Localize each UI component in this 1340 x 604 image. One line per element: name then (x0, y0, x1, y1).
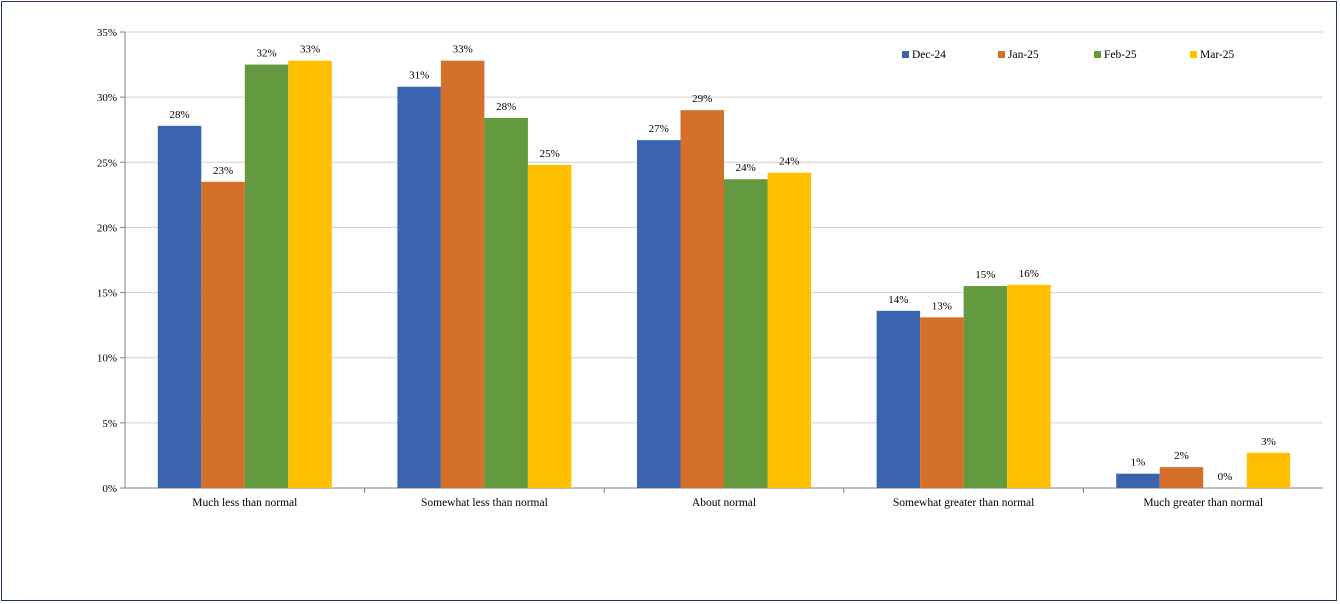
data-label: 28% (496, 101, 516, 113)
data-label: 27% (649, 123, 669, 135)
data-label: 23% (213, 165, 233, 177)
bar (1007, 284, 1051, 488)
data-label: 1% (1131, 457, 1146, 469)
data-label: 33% (300, 44, 320, 56)
bar (440, 60, 485, 489)
legend-swatch (998, 51, 1005, 58)
legend-label: Mar-25 (1200, 49, 1235, 61)
y-tick-label: 15% (97, 288, 117, 300)
bar (201, 181, 245, 489)
x-category-label: Somewhat less than normal (421, 497, 548, 509)
y-tick-label: 25% (97, 157, 117, 169)
y-tick-label: 30% (97, 92, 117, 104)
bar (963, 286, 1008, 488)
bar (767, 172, 811, 489)
y-tick-label: 5% (102, 418, 117, 430)
bar (1246, 452, 1291, 488)
data-label: 32% (256, 48, 276, 60)
y-tick-label: 20% (97, 222, 117, 234)
x-category-label: About normal (692, 497, 756, 509)
y-tick-label: 10% (97, 353, 117, 365)
x-category-label: Much less than normal (192, 497, 297, 509)
data-label: 3% (1261, 436, 1276, 448)
x-category-label: Much greater than normal (1143, 497, 1263, 509)
bar (1159, 467, 1204, 488)
bar (397, 86, 441, 488)
data-label: 24% (779, 156, 799, 168)
data-label: 25% (540, 148, 560, 160)
legend-swatch (902, 51, 909, 58)
y-tick-label: 35% (97, 27, 117, 39)
legend-label: Jan-25 (1008, 49, 1039, 61)
y-tick-label: 0% (102, 483, 117, 495)
data-label: 29% (692, 93, 712, 105)
bar (1116, 473, 1160, 488)
legend-swatch (1094, 51, 1101, 58)
data-label: 33% (453, 44, 473, 56)
legend-swatch (1190, 51, 1197, 58)
data-label: 15% (975, 269, 995, 281)
data-label: 13% (932, 300, 952, 312)
x-category-label: Somewhat greater than normal (893, 497, 1034, 509)
bar (920, 317, 964, 488)
bar (527, 164, 572, 489)
data-label: 28% (169, 109, 189, 121)
legend-label: Dec-24 (912, 49, 946, 61)
bar (157, 125, 202, 488)
data-label: 2% (1174, 450, 1189, 462)
legend-label: Feb-25 (1104, 49, 1137, 61)
bar (876, 310, 921, 488)
data-label: 24% (736, 162, 756, 174)
data-label: 0% (1218, 471, 1233, 483)
data-label: 16% (1019, 268, 1039, 280)
bar (484, 117, 528, 488)
bar (244, 64, 289, 489)
bar (637, 140, 681, 488)
bar (724, 179, 768, 489)
data-label: 31% (409, 70, 429, 82)
bar (680, 110, 724, 489)
bar (288, 60, 332, 489)
data-label: 14% (888, 294, 908, 306)
